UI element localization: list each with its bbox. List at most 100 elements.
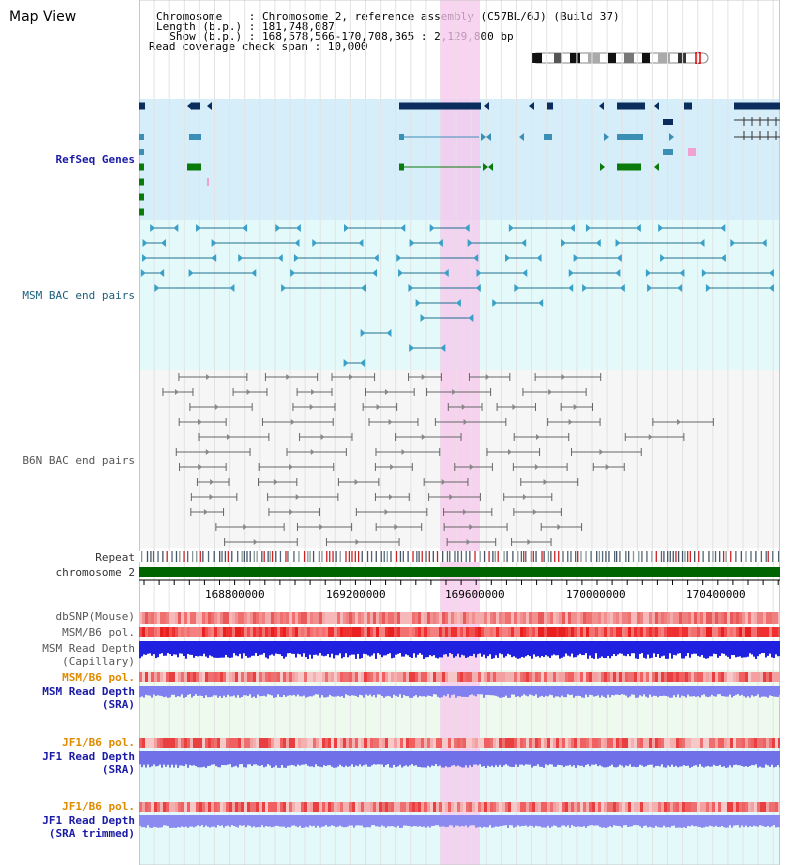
depth-bar bbox=[545, 686, 547, 696]
heat-cell bbox=[364, 738, 367, 748]
track-label-jf1-b6-pol-2[interactable]: JF1/B6 pol. bbox=[62, 800, 135, 813]
heat-cell bbox=[382, 738, 385, 748]
track-label-msm-b6-pol[interactable]: MSM/B6 pol. bbox=[62, 626, 135, 639]
depth-bar bbox=[343, 751, 345, 768]
heat-cell bbox=[202, 672, 205, 682]
repeat-mark bbox=[660, 551, 663, 562]
depth-bar bbox=[187, 751, 189, 768]
depth-bar bbox=[773, 641, 775, 659]
heat-cell bbox=[592, 802, 595, 812]
repeat-mark bbox=[224, 551, 227, 562]
heat-cell bbox=[643, 738, 646, 748]
depth-bar bbox=[173, 686, 175, 695]
track-label-msm-b6-pol-2[interactable]: MSM/B6 pol. bbox=[62, 671, 135, 684]
depth-bar bbox=[285, 686, 287, 697]
heat-cell bbox=[664, 802, 667, 812]
depth-bar bbox=[419, 751, 421, 767]
depth-bar bbox=[487, 815, 489, 828]
depth-bar bbox=[537, 686, 539, 698]
depth-bar bbox=[371, 751, 373, 766]
length-info: Length (b.p.) : 181,748,087 bbox=[156, 20, 335, 33]
heat-cell bbox=[739, 627, 742, 637]
depth-bar bbox=[397, 751, 399, 767]
heat-cell bbox=[322, 612, 325, 624]
depth-bar bbox=[607, 815, 609, 828]
depth-bar bbox=[157, 815, 159, 828]
depth-bar bbox=[519, 641, 521, 659]
depth-bar bbox=[273, 641, 275, 656]
repeat-mark bbox=[375, 551, 377, 562]
depth-bar bbox=[549, 815, 551, 828]
heat-cell bbox=[631, 738, 634, 748]
depth-bar bbox=[601, 686, 603, 696]
heat-cell bbox=[580, 802, 583, 812]
heat-cell bbox=[349, 738, 352, 748]
track-label-msm-depth-capillary[interactable]: MSM Read Depth bbox=[42, 642, 135, 655]
depth-bar bbox=[427, 641, 429, 658]
heat-cell bbox=[475, 672, 478, 682]
depth-bar bbox=[157, 641, 159, 658]
heat-cell bbox=[664, 672, 667, 682]
depth-bar bbox=[221, 686, 223, 698]
depth-bar bbox=[357, 815, 359, 826]
depth-bar bbox=[465, 641, 467, 658]
heat-cell bbox=[454, 738, 457, 748]
track-label-b6n-bac[interactable]: B6N BAC end pairs bbox=[22, 454, 135, 467]
depth-bar bbox=[203, 641, 205, 654]
depth-bar bbox=[531, 686, 533, 696]
track-label-jf1-depth-sra[interactable]: JF1 Read Depth bbox=[42, 750, 135, 763]
depth-bar bbox=[715, 815, 717, 826]
heat-cell bbox=[472, 738, 475, 748]
depth-bar bbox=[463, 686, 465, 697]
heat-cell bbox=[259, 672, 262, 682]
depth-bar bbox=[389, 751, 391, 768]
repeat-mark bbox=[506, 551, 508, 562]
repeat-mark bbox=[267, 551, 269, 562]
depth-bar bbox=[315, 751, 317, 765]
repeat-mark bbox=[454, 551, 456, 562]
depth-bar bbox=[591, 686, 593, 696]
track-label-jf1-b6-pol[interactable]: JF1/B6 pol. bbox=[62, 736, 135, 749]
depth-bar bbox=[139, 641, 141, 659]
depth-bar bbox=[749, 686, 751, 698]
depth-bar bbox=[211, 815, 213, 827]
repeat-mark bbox=[525, 551, 527, 562]
depth-bar bbox=[415, 641, 417, 658]
heat-cell bbox=[547, 612, 550, 624]
depth-bar bbox=[733, 751, 735, 766]
heat-cell bbox=[151, 672, 154, 682]
heat-cell bbox=[577, 802, 580, 812]
depth-bar bbox=[701, 686, 703, 696]
track-canvas[interactable] bbox=[139, 0, 780, 865]
heat-cell bbox=[226, 672, 229, 682]
depth-bar bbox=[381, 751, 383, 765]
depth-bar bbox=[273, 815, 275, 827]
heat-cell bbox=[412, 612, 415, 624]
track-label-jf1-depth-trimmed[interactable]: JF1 Read Depth bbox=[42, 814, 135, 827]
repeat-mark bbox=[351, 551, 353, 562]
depth-bar bbox=[553, 686, 555, 698]
depth-bar bbox=[581, 686, 583, 698]
heat-cell bbox=[262, 802, 265, 812]
heat-cell bbox=[709, 802, 712, 812]
track-label-dbsnp[interactable]: dbSNP(Mouse) bbox=[55, 610, 135, 623]
heat-cell bbox=[418, 802, 421, 812]
track-label-msm-depth-sra[interactable]: MSM Read Depth bbox=[42, 685, 135, 698]
depth-bar bbox=[241, 815, 243, 826]
gene-exon bbox=[139, 193, 144, 201]
repeat-mark bbox=[488, 551, 490, 562]
depth-bar bbox=[493, 686, 495, 696]
heat-cell bbox=[499, 627, 502, 637]
track-label-msm-bac[interactable]: MSM BAC end pairs bbox=[22, 289, 135, 302]
heat-cell bbox=[673, 738, 676, 748]
heat-cell bbox=[661, 612, 664, 624]
chromosome-ideogram[interactable] bbox=[528, 52, 712, 64]
heat-cell bbox=[577, 627, 580, 637]
depth-bar bbox=[357, 641, 359, 654]
heat-cell bbox=[169, 802, 172, 812]
heat-cell bbox=[745, 802, 748, 812]
track-label-refseq[interactable]: RefSeq Genes bbox=[55, 153, 135, 166]
depth-bar bbox=[303, 815, 305, 828]
depth-bar bbox=[275, 815, 277, 826]
depth-bar bbox=[679, 751, 681, 767]
